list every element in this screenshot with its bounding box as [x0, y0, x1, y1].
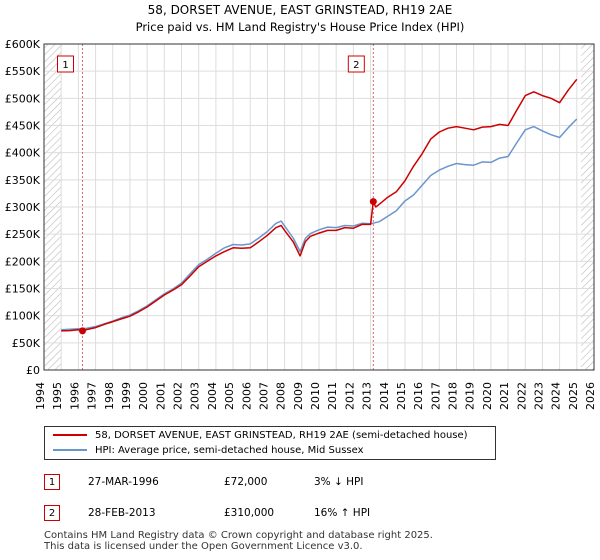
- x-tick-label: 2025: [567, 382, 580, 410]
- y-tick-label: £200K: [5, 255, 41, 268]
- series-lines: [61, 78, 578, 332]
- x-tick-label: 2012: [343, 382, 356, 410]
- plot-border: [43, 43, 595, 371]
- x-tick-label: 2001: [154, 382, 167, 410]
- sale-price: £72,000: [224, 476, 268, 488]
- x-tick-label: 2002: [172, 382, 185, 410]
- legend-item-hpi: HPI: Average price, semi-detached house,…: [53, 445, 364, 456]
- series-line: [61, 78, 578, 332]
- x-tick-label: 1995: [51, 382, 64, 410]
- x-tick-label: 2016: [412, 382, 425, 410]
- y-tick-label: £150K: [5, 283, 41, 296]
- series-line: [61, 118, 578, 331]
- y-tick-label: £50K: [12, 337, 41, 350]
- x-tick-label: 1994: [34, 382, 47, 410]
- x-tick-label: 1997: [86, 382, 99, 410]
- sale-number-badge: 2: [44, 505, 60, 521]
- x-tick-label: 2019: [464, 382, 477, 410]
- x-tick-label: 2005: [223, 382, 236, 410]
- sale-marker-badge: [347, 55, 365, 73]
- x-tick-label: 2026: [584, 382, 597, 410]
- x-tick-label: 2006: [240, 382, 253, 410]
- sale-row-2: 2 28-FEB-2013 £310,000 16% ↑ HPI: [44, 505, 544, 523]
- y-tick-label: £600K: [5, 38, 41, 51]
- sale-point: [369, 198, 377, 206]
- sale-date: 28-FEB-2013: [88, 507, 156, 519]
- x-tick-label: 2003: [189, 382, 202, 410]
- x-tick-label: 1998: [103, 382, 116, 410]
- y-tick-label: £500K: [5, 92, 41, 105]
- grid-lines: [43, 43, 595, 371]
- x-tick-label: 2004: [206, 382, 219, 410]
- blue-line-swatch: [53, 449, 87, 451]
- x-tick-label: 1999: [120, 382, 133, 410]
- x-tick-label: 2017: [429, 382, 442, 410]
- red-line-swatch: [53, 434, 87, 436]
- legend-item-property: 58, DORSET AVENUE, EAST GRINSTEAD, RH19 …: [53, 430, 468, 441]
- sale-date: 27-MAR-1996: [88, 476, 159, 488]
- sale-hpi-change: 16% ↑ HPI: [314, 507, 371, 519]
- y-tick-label: £400K: [5, 147, 41, 160]
- y-tick-label: £350K: [5, 174, 41, 187]
- chart-legend: 58, DORSET AVENUE, EAST GRINSTEAD, RH19 …: [44, 426, 496, 460]
- x-tick-label: 2000: [137, 382, 150, 410]
- sale-marker-label: 1: [62, 60, 68, 71]
- x-tick-label: 2023: [532, 382, 545, 410]
- x-tick-label: 2015: [395, 382, 408, 410]
- sale-number-badge: 1: [44, 474, 60, 490]
- x-tick-label: 2021: [498, 382, 511, 410]
- y-tick-label: £550K: [5, 65, 41, 78]
- y-tick-label: £100K: [5, 310, 41, 323]
- plot-frame: [43, 43, 595, 371]
- price-chart: 58, DORSET AVENUE, EAST GRINSTEAD, RH19 …: [5, 3, 597, 410]
- x-tick-label: 2008: [275, 382, 288, 410]
- sale-row-1: 1 27-MAR-1996 £72,000 3% ↓ HPI: [44, 474, 544, 492]
- x-axis: 1994 1995 1996 1997 1998 1999 2000 2001 2002 2003…: [34, 382, 597, 410]
- x-tick-label: 2024: [550, 382, 563, 410]
- sale-point: [79, 327, 86, 335]
- sale-marker-badge: [57, 55, 74, 73]
- x-tick-label: 2007: [257, 382, 270, 410]
- chart-subtitle: Price paid vs. HM Land Registry's House …: [136, 20, 465, 34]
- footer: Contains HM Land Registry data © Crown c…: [44, 530, 433, 552]
- sale-hpi-change: 3% ↓ HPI: [314, 476, 364, 488]
- x-tick-label: 2013: [361, 382, 374, 410]
- y-tick-label: £0: [26, 364, 40, 377]
- chart-title: 58, DORSET AVENUE, EAST GRINSTEAD, RH19 …: [148, 3, 453, 17]
- legend-label-property: 58, DORSET AVENUE, EAST GRINSTEAD, RH19 …: [95, 430, 468, 441]
- x-tick-label: 2011: [326, 382, 339, 410]
- sale-price: £310,000: [224, 507, 275, 519]
- x-tick-label: 2018: [447, 382, 460, 410]
- y-tick-label: £250K: [5, 228, 41, 241]
- y-tick-label: £450K: [5, 120, 41, 133]
- x-tick-label: 2010: [309, 382, 322, 410]
- sale-marker-label: 2: [353, 60, 359, 71]
- legend-label-hpi: HPI: Average price, semi-detached house,…: [95, 445, 364, 456]
- footer-line-2: This data is licensed under the Open Gov…: [44, 541, 363, 552]
- x-tick-label: 1996: [68, 382, 81, 410]
- x-tick-label: 2014: [378, 382, 391, 410]
- x-tick-label: 2020: [481, 382, 494, 410]
- y-axis: £0 £50K £100K £150K £200K £250K £300K £350K £400…: [5, 38, 41, 377]
- y-tick-label: £300K: [5, 201, 41, 214]
- sale-points: [79, 198, 377, 335]
- x-tick-label: 2009: [292, 382, 305, 410]
- footer-line-1: Contains HM Land Registry data © Crown c…: [44, 530, 433, 541]
- x-tick-label: 2022: [515, 382, 528, 410]
